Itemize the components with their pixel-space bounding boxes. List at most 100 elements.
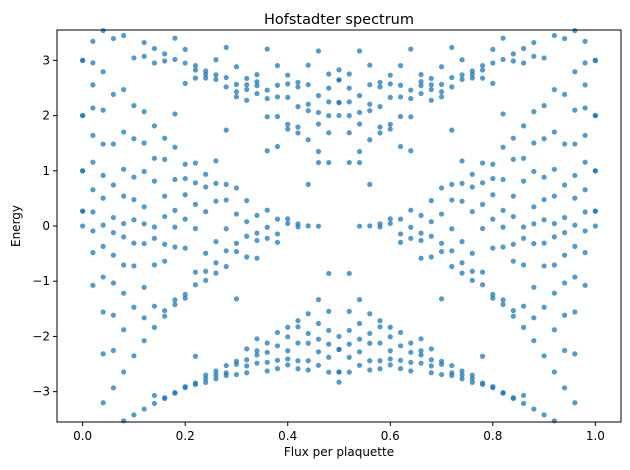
data-point [500, 301, 506, 308]
data-point [428, 219, 434, 225]
data-point [295, 84, 301, 90]
data-point [254, 230, 260, 236]
y-tick-label: −3 [32, 385, 50, 399]
data-point [418, 348, 424, 354]
data-point [490, 161, 496, 167]
data-point [315, 362, 322, 368]
data-point [285, 348, 291, 354]
data-point [449, 248, 455, 254]
data-point [541, 196, 547, 203]
data-point [408, 368, 414, 374]
data-point [213, 158, 219, 164]
data-point [562, 91, 568, 98]
data-point [531, 109, 537, 115]
data-point [572, 141, 578, 147]
data-point [172, 111, 178, 117]
data-point [510, 213, 516, 220]
data-point [244, 233, 250, 239]
data-point [264, 46, 270, 52]
data-point [213, 239, 219, 245]
data-point [479, 282, 486, 288]
data-point [110, 280, 116, 286]
data-point [131, 304, 137, 310]
data-point [172, 35, 178, 41]
data-point [397, 63, 404, 69]
data-point [182, 295, 188, 301]
y-tick-label: −2 [32, 329, 50, 343]
data-point [141, 221, 147, 227]
data-point [531, 406, 537, 412]
data-point [551, 193, 557, 199]
data-point [449, 362, 455, 369]
data-point [356, 349, 363, 355]
data-point [500, 244, 506, 250]
data-point [479, 180, 486, 186]
data-point [100, 69, 106, 75]
data-point [459, 57, 465, 63]
data-point [387, 126, 393, 132]
data-point [520, 303, 527, 309]
data-point [274, 94, 281, 100]
data-point [582, 159, 588, 165]
data-point [572, 222, 578, 228]
data-point [377, 130, 383, 136]
data-point [367, 358, 373, 364]
data-point [233, 371, 240, 378]
data-point [438, 81, 445, 87]
data-point [510, 156, 516, 162]
data-point [336, 379, 342, 385]
data-points [80, 27, 598, 424]
data-point [264, 207, 270, 213]
data-point [90, 132, 96, 139]
data-point [500, 35, 506, 41]
data-point [408, 340, 414, 346]
data-point [592, 223, 598, 229]
data-point [233, 248, 240, 255]
data-point [397, 366, 404, 372]
data-point [582, 228, 588, 234]
data-point [274, 239, 281, 245]
chart-title: Hofstadter spectrum [264, 12, 414, 28]
data-point [172, 224, 178, 230]
y-tick-label: 1 [42, 164, 50, 178]
data-point [438, 296, 445, 302]
data-point [562, 347, 568, 354]
data-point [582, 132, 588, 139]
data-point [182, 245, 188, 251]
data-point [295, 318, 301, 324]
data-point [141, 109, 147, 115]
y-tick-label: 2 [42, 109, 50, 123]
data-point [121, 193, 127, 199]
data-point [469, 209, 475, 215]
data-point [418, 79, 424, 85]
data-point [100, 400, 106, 406]
data-point [223, 84, 229, 90]
data-point [90, 38, 96, 44]
data-point [162, 308, 168, 314]
data-point [285, 356, 291, 362]
data-point [449, 263, 455, 270]
data-point [305, 137, 311, 143]
data-point [254, 83, 260, 89]
data-point [254, 79, 260, 85]
data-point [151, 123, 158, 129]
data-point [100, 222, 106, 228]
data-point [141, 140, 147, 146]
data-point [510, 58, 516, 64]
data-point [500, 111, 506, 117]
data-point [377, 318, 383, 324]
data-point [562, 214, 568, 221]
data-point [408, 114, 414, 120]
data-point [469, 268, 475, 274]
data-point [315, 223, 322, 229]
data-point [264, 148, 270, 154]
data-point [551, 220, 557, 227]
data-point [141, 39, 147, 46]
data-point [408, 359, 414, 365]
data-point [551, 234, 557, 240]
data-point [213, 260, 219, 266]
data-point [244, 346, 250, 352]
data-point [438, 248, 445, 255]
data-point [305, 62, 311, 68]
